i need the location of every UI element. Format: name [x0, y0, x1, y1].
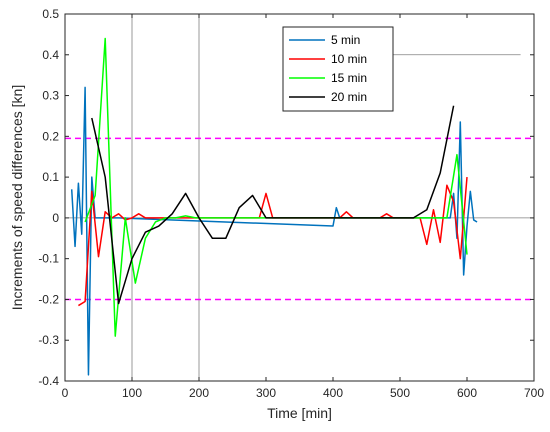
- x-axis-label: Time [min]: [267, 405, 332, 421]
- x-tick-label: 400: [323, 386, 343, 400]
- y-tick-label: -0.3: [38, 333, 59, 347]
- plot-frame: [64, 13, 535, 382]
- legend-entry: 15 min: [331, 71, 367, 85]
- y-tick-label: 0: [52, 211, 59, 225]
- legend-entry: 20 min: [331, 90, 367, 104]
- legend-entry: 10 min: [331, 52, 367, 66]
- x-tick-label: 500: [390, 386, 410, 400]
- x-tick-label: 600: [457, 386, 477, 400]
- y-tick-label: -0.1: [38, 252, 59, 266]
- x-tick-label: 0: [62, 386, 69, 400]
- series-line-10-min: [78, 177, 468, 307]
- x-tick-label: 300: [256, 386, 276, 400]
- y-tick-label: -0.2: [38, 292, 59, 306]
- y-tick-label: 0.5: [42, 7, 59, 21]
- y-axis-ticks: -0.4 -0.3 -0.2 -0.1 0 0.1 0.2 0.3 0.4 0.5: [38, 7, 534, 388]
- series-layer: [70, 37, 478, 376]
- x-tick-label: 700: [524, 386, 544, 400]
- y-tick-label: -0.4: [38, 374, 59, 388]
- y-tick-label: 0.3: [42, 89, 59, 103]
- legend-entry: 5 min: [331, 33, 360, 47]
- y-tick-label: 0.4: [42, 48, 59, 62]
- y-tick-label: 0.1: [42, 170, 59, 184]
- x-tick-label: 200: [189, 386, 209, 400]
- series-line-20-min: [91, 105, 455, 305]
- legend: 5 min 10 min 15 min 20 min: [282, 26, 394, 112]
- y-axis-label: Increments of speed differences [kn]: [9, 85, 25, 310]
- x-tick-label: 100: [122, 386, 142, 400]
- x-axis-ticks: 0 100 200 300 400 500 600 700: [62, 14, 544, 400]
- y-tick-label: 0.2: [42, 129, 59, 143]
